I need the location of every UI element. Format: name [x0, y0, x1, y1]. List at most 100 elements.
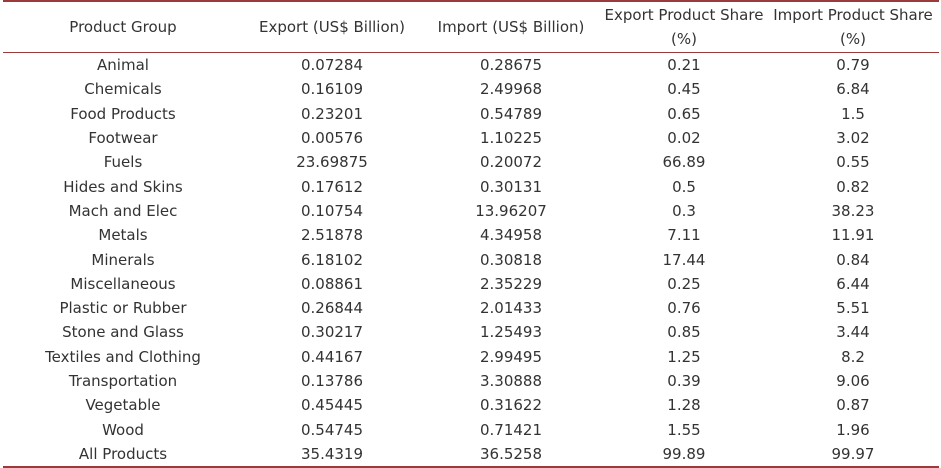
cell-export: 0.44167 — [300, 347, 364, 366]
table-row: Wood 0.54745 0.71421 1.55 1.96 — [3, 417, 939, 441]
cell-import-share: 6.44 — [836, 274, 870, 293]
cell-export: 0.23201 — [300, 104, 364, 123]
cell-export-share: 0.5 — [672, 177, 696, 196]
table-row: Animal 0.07284 0.28675 0.21 0.79 — [3, 53, 939, 78]
cell-product-group: Metals — [98, 226, 148, 245]
cell-import: 0.30818 — [479, 250, 543, 269]
table-row: Transportation 0.13786 3.30888 0.39 9.06 — [3, 369, 939, 393]
cell-export: 0.08861 — [300, 274, 364, 293]
table-row: Textiles and Clothing 0.44167 2.99495 1.25 8… — [3, 345, 939, 369]
cell-product-group: Food Products — [70, 104, 176, 123]
cell-export: 0.45445 — [300, 396, 364, 415]
cell-product-group: Hides and Skins — [63, 177, 183, 196]
cell-import-share: 0.84 — [836, 250, 870, 269]
cell-export: 0.16109 — [300, 80, 364, 99]
cell-import: 2.01433 — [479, 299, 543, 318]
cell-product-group: Textiles and Clothing — [45, 347, 201, 366]
cell-export: 2.51878 — [300, 226, 364, 245]
cell-product-group: Transportation — [68, 372, 178, 390]
cell-import-share: 1.96 — [836, 420, 870, 439]
cell-product-group: Chemicals — [84, 80, 162, 99]
cell-export-share: 0.25 — [667, 274, 701, 293]
table-row: Mach and Elec 0.10754 13.96207 0.3 38.23 — [3, 199, 939, 223]
table-row: Hides and Skins 0.17612 0.30131 0.5 0.82 — [3, 174, 939, 198]
cell-import: 36.5258 — [479, 444, 543, 463]
cell-import: 0.30131 — [479, 177, 543, 196]
cell-import: 2.99495 — [479, 347, 543, 366]
header-export-share: Export Product Share (%) — [601, 1, 767, 53]
cell-export: 23.69875 — [296, 153, 368, 172]
cell-import-share: 0.87 — [836, 396, 870, 415]
cell-export: 0.30217 — [300, 323, 364, 342]
cell-import: 13.96207 — [475, 201, 547, 220]
cell-export: 0.13786 — [300, 372, 364, 390]
cell-export: 0.17612 — [300, 177, 364, 196]
cell-import: 0.54789 — [479, 104, 543, 123]
cell-import: 0.28675 — [479, 56, 543, 75]
header-product-group: Product Group — [3, 1, 243, 53]
cell-export-share: 0.39 — [667, 372, 701, 390]
table-row: All Products 35.4319 36.5258 99.89 99.97 — [3, 442, 939, 467]
cell-export: 6.18102 — [300, 250, 364, 269]
cell-import-share: 3.02 — [836, 129, 870, 148]
cell-import-share: 3.44 — [836, 323, 870, 342]
cell-product-group: Mach and Elec — [68, 201, 178, 220]
table-row: Plastic or Rubber 0.26844 2.01433 0.76 5.51 — [3, 296, 939, 320]
cell-export-share: 1.25 — [667, 347, 701, 366]
cell-import-share: 9.06 — [836, 372, 870, 390]
table-row: Chemicals 0.16109 2.49968 0.45 6.84 — [3, 77, 939, 101]
cell-export-share: 99.89 — [662, 444, 706, 463]
header-import-share: Import Product Share (%) — [767, 1, 939, 53]
table-row: Footwear 0.00576 1.10225 0.02 3.02 — [3, 126, 939, 150]
table-row: Vegetable 0.45445 0.31622 1.28 0.87 — [3, 393, 939, 417]
header-export: Export (US$ Billion) — [243, 1, 421, 53]
cell-import-share: 6.84 — [836, 80, 870, 99]
cell-import-share: 11.91 — [831, 226, 875, 245]
table-body: Animal 0.07284 0.28675 0.21 0.79 Chemicals 0.1… — [3, 53, 939, 468]
cell-product-group: Animal — [97, 56, 149, 75]
cell-product-group: Miscellaneous — [70, 274, 176, 293]
cell-export-share: 0.21 — [667, 56, 701, 75]
cell-export-share: 0.85 — [667, 323, 701, 342]
cell-import: 4.34958 — [479, 226, 543, 245]
table-row: Fuels 23.69875 0.20072 66.89 0.55 — [3, 150, 939, 174]
cell-import: 0.31622 — [479, 396, 543, 415]
cell-product-group: Footwear — [88, 129, 158, 148]
cell-import-share: 8.2 — [841, 347, 865, 366]
cell-export-share: 0.76 — [667, 299, 701, 318]
cell-product-group: Fuels — [103, 153, 143, 172]
cell-export: 0.54745 — [300, 420, 364, 439]
cell-import: 3.30888 — [479, 372, 543, 390]
table-row: Metals 2.51878 4.34958 7.11 11.91 — [3, 223, 939, 247]
cell-export-share: 0.65 — [667, 104, 701, 123]
cell-export-share: 1.55 — [667, 420, 701, 439]
cell-product-group: Stone and Glass — [62, 323, 184, 342]
cell-export-share: 66.89 — [662, 153, 706, 172]
cell-export-share: 0.02 — [667, 129, 701, 148]
cell-export-share: 0.45 — [667, 80, 701, 99]
cell-import: 2.35229 — [479, 274, 543, 293]
cell-import-share: 5.51 — [836, 299, 870, 318]
header-import: Import (US$ Billion) — [421, 1, 601, 53]
cell-import-share: 99.97 — [831, 444, 875, 463]
cell-product-group: Minerals — [91, 250, 155, 269]
cell-import: 0.71421 — [479, 420, 543, 439]
table-header: Product Group Export (US$ Billion) Impor… — [3, 1, 939, 53]
cell-import-share: 38.23 — [831, 201, 875, 220]
cell-import-share: 0.55 — [836, 153, 870, 172]
cell-export: 0.07284 — [300, 56, 364, 75]
table-row: Food Products 0.23201 0.54789 0.65 1.5 — [3, 102, 939, 126]
cell-export: 0.10754 — [300, 201, 364, 220]
table-row: Minerals 6.18102 0.30818 17.44 0.84 — [3, 247, 939, 271]
table-row: Stone and Glass 0.30217 1.25493 0.85 3.44 — [3, 320, 939, 344]
cell-import: 2.49968 — [479, 80, 543, 99]
cell-import: 1.25493 — [479, 323, 543, 342]
cell-export-share: 0.3 — [672, 201, 696, 220]
cell-import-share: 1.5 — [841, 104, 865, 123]
table-row: Miscellaneous 0.08861 2.35229 0.25 6.44 — [3, 272, 939, 296]
cell-import: 0.20072 — [479, 153, 543, 172]
cell-export: 0.00576 — [300, 129, 364, 148]
cell-export: 0.26844 — [300, 299, 364, 318]
cell-export-share: 1.28 — [667, 396, 701, 415]
